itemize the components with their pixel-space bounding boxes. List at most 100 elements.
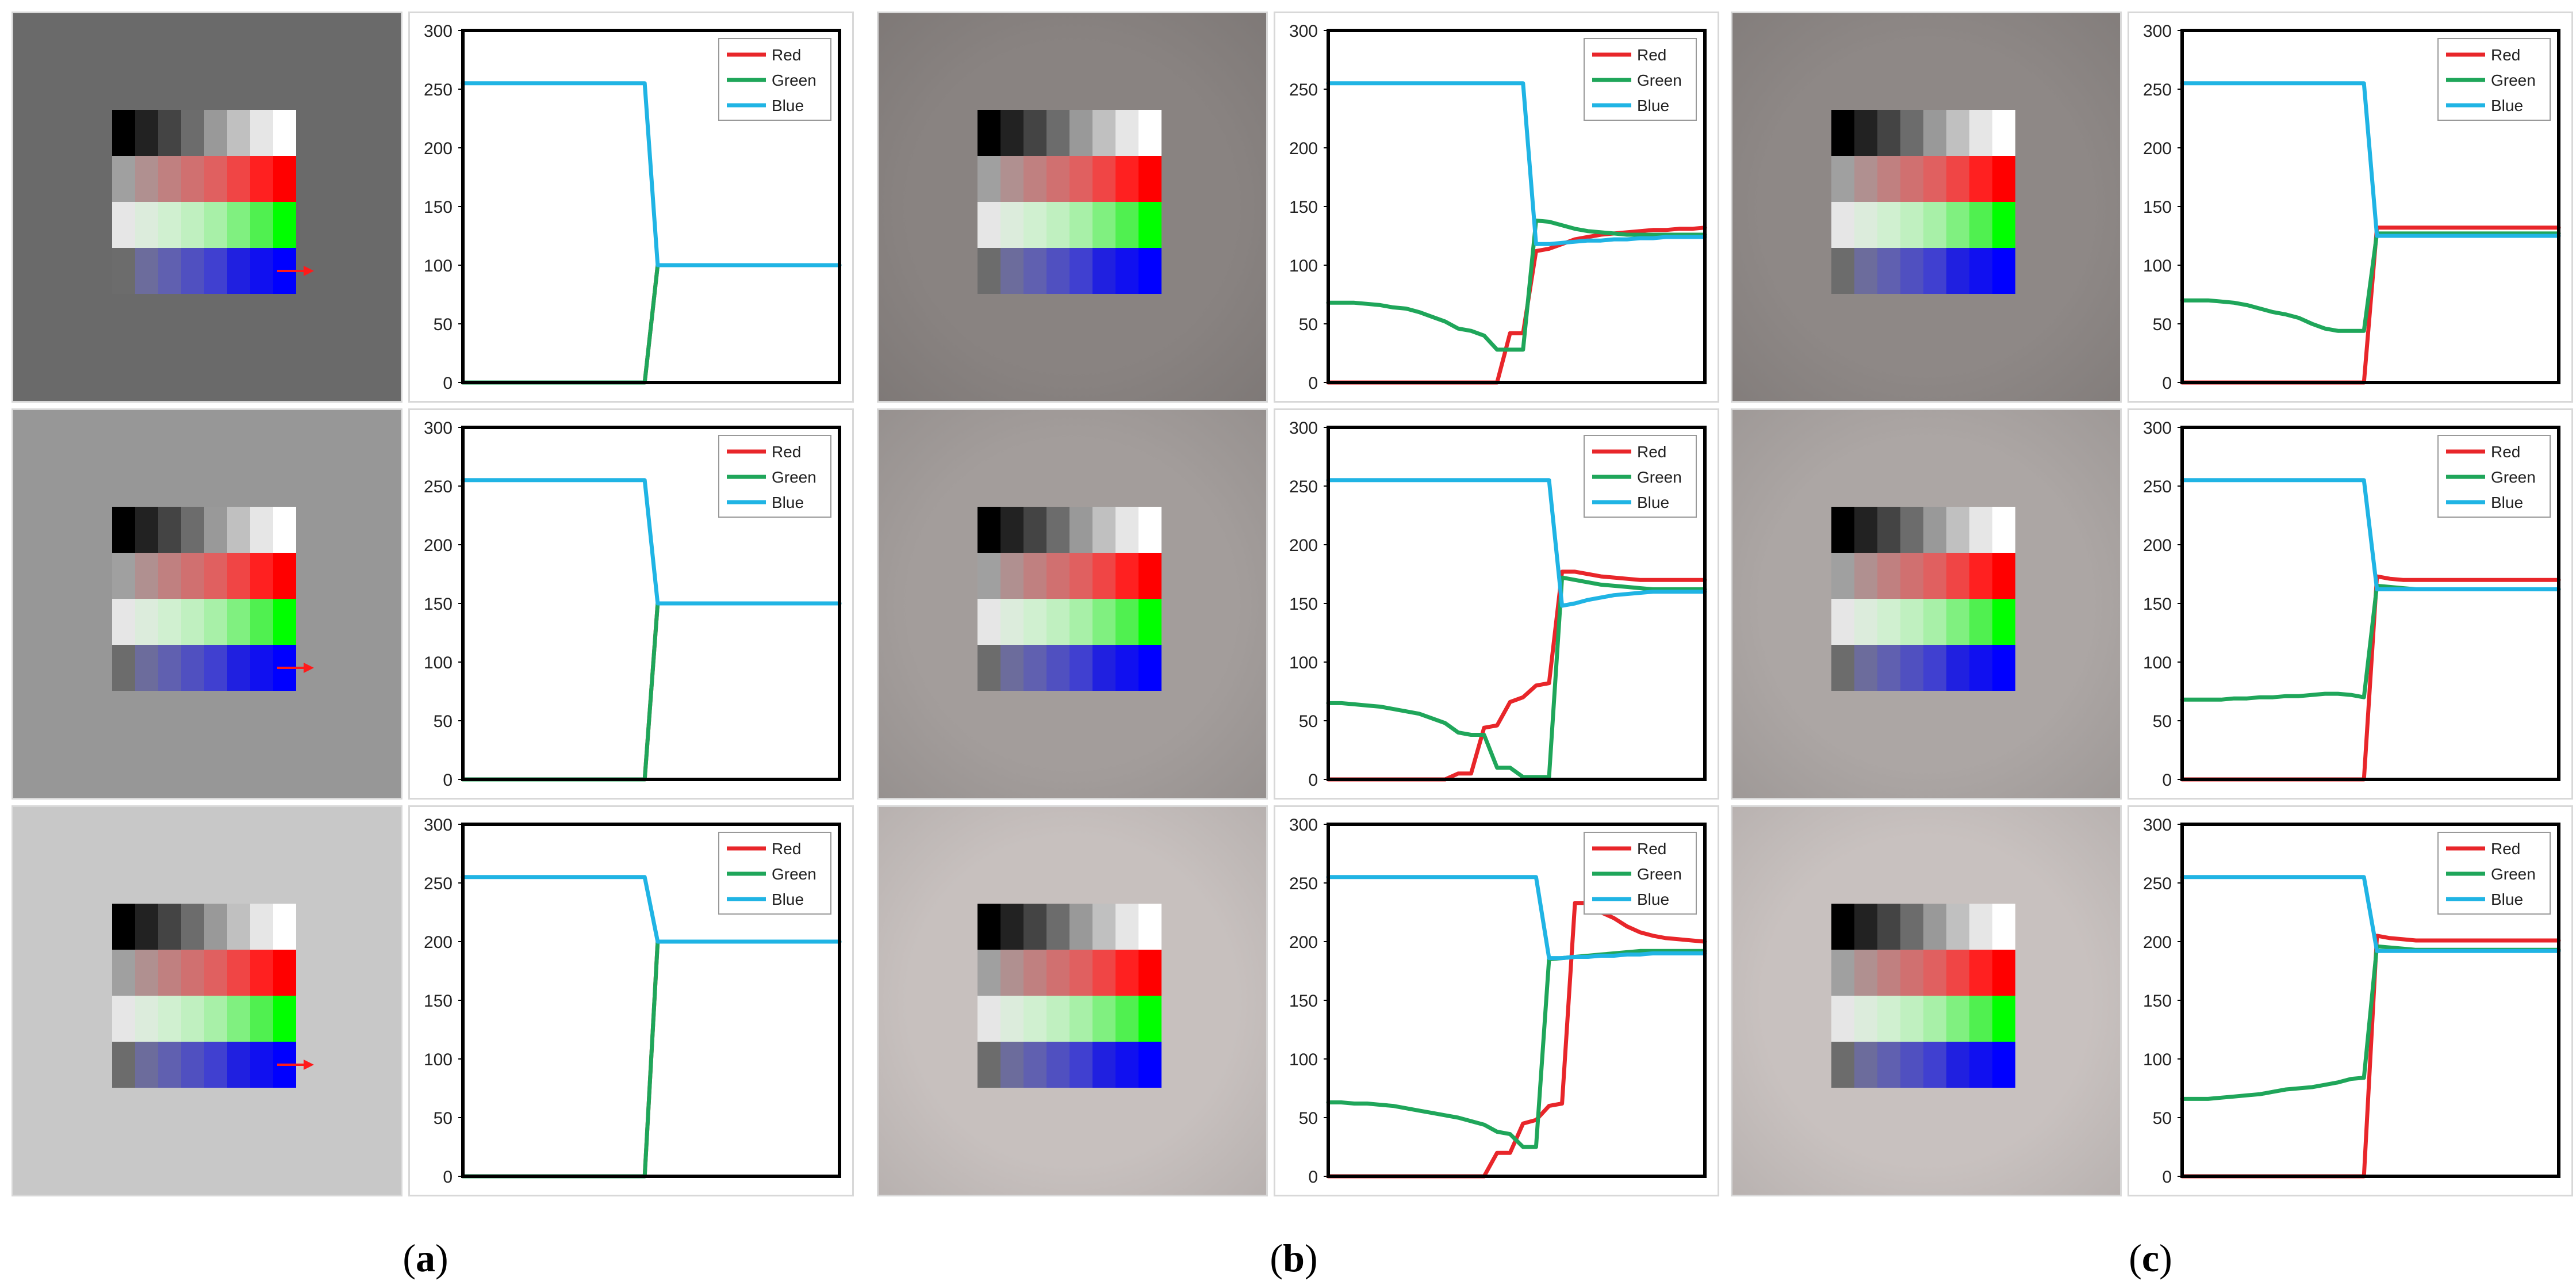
- checker-swatch: [977, 248, 1000, 294]
- y-tick-label: 200: [2143, 536, 2172, 555]
- checker-swatch: [1946, 996, 1969, 1042]
- checker-swatch: [1923, 248, 1946, 294]
- legend-label-green: Green: [1637, 865, 1682, 883]
- checker-swatch: [1046, 110, 1070, 156]
- checker-swatch: [273, 507, 296, 553]
- checker-swatch: [135, 904, 158, 950]
- legend-label-green: Green: [2491, 468, 2536, 486]
- plot-frame: [2180, 823, 2560, 1178]
- checker-swatch: [1138, 110, 1162, 156]
- checker-swatch: [112, 110, 135, 156]
- checker-swatch: [250, 599, 273, 645]
- checker-swatch: [273, 996, 296, 1042]
- checker-swatch: [1023, 110, 1046, 156]
- checker-swatch: [181, 156, 204, 202]
- series-line-blue: [1326, 478, 1707, 608]
- y-tick-label: 50: [2153, 712, 2172, 731]
- checker-swatch: [1969, 156, 1992, 202]
- checker-swatch: [158, 645, 181, 691]
- plot-frame: [1327, 29, 1707, 384]
- series-line-blue: [461, 478, 842, 606]
- y-tick-label: 0: [1308, 374, 1318, 393]
- y-tick-label: 300: [1289, 22, 1318, 41]
- checker-swatch: [1900, 996, 1923, 1042]
- checker-swatch: [1116, 645, 1138, 691]
- legend-label-blue: Blue: [2491, 494, 2523, 511]
- checker-swatch: [135, 553, 158, 599]
- checker-swatch: [1070, 645, 1092, 691]
- legend-label-red: Red: [772, 840, 801, 858]
- red-arrow-icon: [277, 266, 314, 276]
- checker-swatch: [1138, 507, 1162, 553]
- checker-swatch: [1923, 599, 1946, 645]
- checker-swatch: [1946, 507, 1969, 553]
- y-tick-label: 300: [2143, 816, 2172, 835]
- scene-image: [12, 12, 402, 403]
- rgb-profile-chart: 0 50 100 150 200 250 300 Red Green Blue: [408, 12, 854, 403]
- checker-swatch: [181, 645, 204, 691]
- checker-swatch: [181, 996, 204, 1042]
- checker-swatch: [1070, 1042, 1092, 1088]
- checker-swatch: [135, 645, 158, 691]
- y-tick-label: 100: [1289, 257, 1318, 276]
- checker-swatch: [1900, 950, 1923, 996]
- checker-swatch: [1138, 904, 1162, 950]
- y-tick-label: 100: [1289, 653, 1318, 672]
- y-tick-label: 300: [424, 419, 453, 438]
- checker-swatch: [135, 1042, 158, 1088]
- checker-swatch: [1992, 156, 2015, 202]
- checker-swatch: [204, 110, 227, 156]
- series-line-blue: [1326, 81, 1707, 246]
- checker-swatch: [1000, 599, 1023, 645]
- checker-swatch: [227, 202, 250, 248]
- y-tick-label: 50: [434, 315, 453, 334]
- y-tick-label: 300: [424, 816, 453, 835]
- checker-swatch: [227, 1042, 250, 1088]
- y-tick-label: 0: [2162, 374, 2172, 393]
- y-tick-label: 100: [424, 653, 453, 672]
- checker-swatch: [1023, 1042, 1046, 1088]
- checker-swatch: [273, 553, 296, 599]
- checker-swatch: [1046, 950, 1070, 996]
- y-tick-label: 100: [424, 257, 453, 276]
- series-line-green: [461, 939, 842, 1179]
- checker-swatch: [1854, 553, 1877, 599]
- y-tick-label: 0: [2162, 1168, 2172, 1187]
- checker-swatch: [1854, 996, 1877, 1042]
- checker-swatch: [1923, 553, 1946, 599]
- checker-swatch: [1877, 904, 1900, 950]
- y-tick-label: 250: [424, 874, 453, 893]
- checker-swatch: [273, 950, 296, 996]
- checker-swatch: [1046, 599, 1070, 645]
- checker-swatch: [1116, 996, 1138, 1042]
- legend-label-green: Green: [772, 468, 816, 486]
- checker-swatch: [227, 904, 250, 950]
- checker-swatch: [1854, 202, 1877, 248]
- checker-swatch: [977, 904, 1000, 950]
- y-tick-label: 300: [424, 22, 453, 41]
- checker-swatch: [181, 553, 204, 599]
- checker-swatch: [181, 202, 204, 248]
- checker-swatch: [1946, 950, 1969, 996]
- checker-swatch: [1070, 553, 1092, 599]
- checker-swatch: [112, 599, 135, 645]
- plot-frame: [461, 823, 841, 1178]
- checker-swatch: [1854, 904, 1877, 950]
- checker-swatch: [1992, 996, 2015, 1042]
- checker-swatch: [1969, 599, 1992, 645]
- checker-swatch: [1092, 904, 1116, 950]
- checker-swatch: [1854, 110, 1877, 156]
- checker-swatch: [1116, 599, 1138, 645]
- red-arrow-icon: [277, 663, 314, 673]
- checker-swatch: [1923, 156, 1946, 202]
- checker-swatch: [1023, 904, 1046, 950]
- checker-swatch: [1138, 996, 1162, 1042]
- checker-swatch: [1092, 645, 1116, 691]
- checker-swatch: [204, 202, 227, 248]
- checker-swatch: [1992, 904, 2015, 950]
- y-tick-label: 200: [2143, 139, 2172, 158]
- checker-swatch: [1023, 599, 1046, 645]
- y-tick-label: 50: [1299, 1109, 1318, 1128]
- checker-swatch: [1877, 553, 1900, 599]
- checker-swatch: [250, 202, 273, 248]
